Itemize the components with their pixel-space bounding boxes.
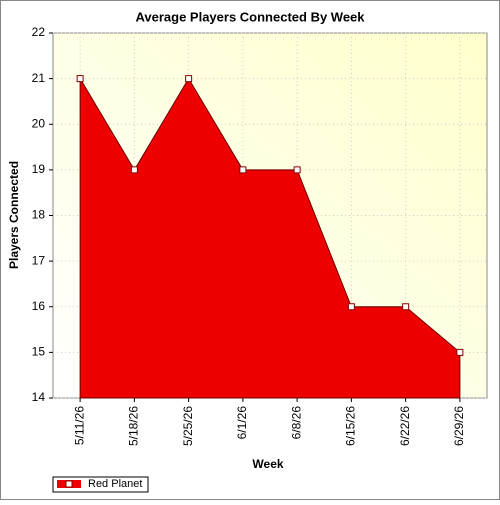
y-tick-label: 20 xyxy=(32,116,46,130)
marker xyxy=(293,166,301,174)
chart-title: Average Players Connected By Week xyxy=(135,9,365,24)
marker xyxy=(239,166,247,174)
x-tick-label: 5/11/26 xyxy=(72,406,86,445)
y-tick-label: 14 xyxy=(32,390,46,404)
y-axis-label: Players Connected xyxy=(7,161,21,269)
y-tick-label: 15 xyxy=(32,345,46,359)
marker xyxy=(185,75,193,83)
y-tick-label: 16 xyxy=(32,299,46,313)
legend-marker xyxy=(65,480,73,488)
x-axis-label: Week xyxy=(252,457,283,471)
y-tick-label: 19 xyxy=(32,162,46,176)
marker xyxy=(347,303,355,311)
x-tick-label: 6/29/26 xyxy=(452,406,466,446)
y-tick-label: 22 xyxy=(32,25,46,39)
y-tick-label: 21 xyxy=(32,71,46,85)
marker xyxy=(456,348,464,356)
marker xyxy=(130,166,138,174)
y-tick-label: 17 xyxy=(32,253,46,267)
legend-label: Red Planet xyxy=(88,478,142,490)
marker xyxy=(76,75,84,83)
marker xyxy=(402,303,410,311)
x-tick-label: 5/18/26 xyxy=(127,406,141,446)
y-tick-label: 18 xyxy=(32,208,46,222)
x-tick-label: 6/22/26 xyxy=(398,406,412,446)
x-tick-label: 6/1/26 xyxy=(235,406,249,440)
x-tick-label: 6/8/26 xyxy=(289,406,303,440)
x-tick-label: 6/15/26 xyxy=(344,406,358,446)
x-tick-label: 5/25/26 xyxy=(181,406,195,446)
